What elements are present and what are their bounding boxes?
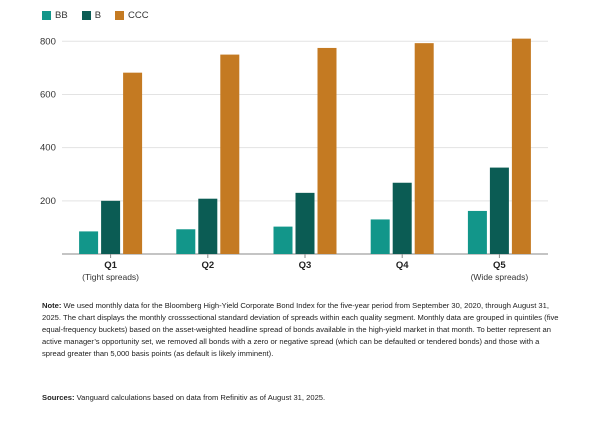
bar-ccc-q3	[317, 47, 337, 254]
bar-ccc-q4	[414, 43, 434, 255]
note-text: We used monthly data for the Bloomberg H…	[42, 301, 559, 358]
chart-note: Note: We used monthly data for the Bloom…	[42, 300, 562, 360]
y-tick-label-600: 600	[40, 89, 56, 100]
x-tick-label-q4: Q4	[396, 260, 409, 271]
legend-swatch-bb	[42, 11, 51, 20]
note-label: Note:	[42, 301, 62, 310]
chart-sources: Sources: Vanguard calculations based on …	[42, 392, 562, 404]
bar-bb-q1	[79, 231, 99, 254]
y-tick-label-800: 800	[40, 36, 56, 47]
x-tick-label-q3: Q3	[299, 260, 312, 271]
x-tick-label-q2: Q2	[201, 260, 214, 271]
sources-label: Sources:	[42, 393, 75, 402]
bar-b-q3	[295, 192, 315, 254]
bar-ccc-q2	[220, 54, 240, 255]
legend-item-bb: BB	[42, 10, 68, 21]
legend-swatch-ccc	[115, 11, 125, 20]
bar-bb-q5	[467, 210, 487, 254]
chart-legend: BB B CCC	[42, 10, 149, 21]
bar-b-q2	[198, 198, 218, 254]
legend-label-ccc: CCC	[128, 10, 149, 21]
x-tick-label-q5: Q5	[493, 260, 506, 271]
legend-item-ccc: CCC	[115, 10, 149, 21]
x-tick-sublabel-q1: (Tight spreads)	[82, 272, 139, 282]
bar-b-q1	[101, 200, 121, 254]
bar-bb-q3	[273, 226, 293, 254]
x-tick-label-q1: Q1	[104, 260, 117, 271]
bar-ccc-q1	[123, 72, 143, 254]
bar-b-q5	[489, 167, 509, 254]
y-tick-label-400: 400	[40, 143, 56, 154]
sources-text: Vanguard calculations based on data from…	[76, 393, 326, 402]
legend-label-b: B	[94, 10, 102, 21]
bar-b-q4	[392, 182, 412, 254]
bar-chart: 200 400 600 800 Q1(Tight spreads) Q2 Q3 Q4 Q5(Wi…	[40, 36, 548, 282]
x-tick-sublabel-q5: (Wide spreads)	[471, 272, 529, 282]
bar-bb-q2	[176, 229, 196, 254]
legend-swatch-b	[81, 11, 91, 20]
bar-bb-q4	[370, 219, 390, 254]
y-tick-label-200: 200	[40, 196, 56, 207]
bar-ccc-q5	[511, 38, 531, 254]
legend-label-bb: BB	[55, 10, 68, 21]
legend-item-b: B	[81, 10, 102, 21]
